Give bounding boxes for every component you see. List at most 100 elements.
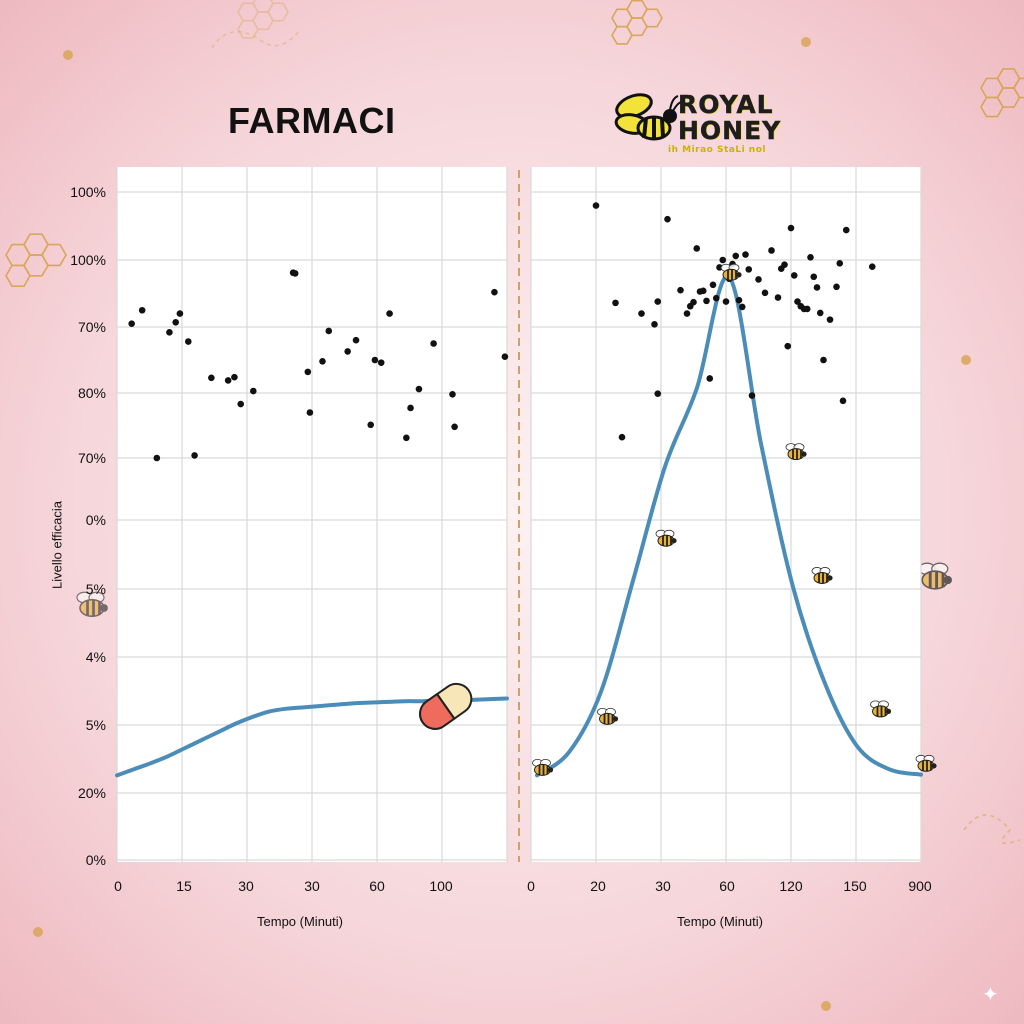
honey-dot [33,927,43,937]
honeycomb-icon [980,68,1024,118]
scatter-point [654,390,662,397]
scatter-point [732,252,740,260]
x-tick-label-left: 0 [114,878,122,894]
scatter-point [403,434,410,442]
scatter-point [836,260,844,267]
scatter-point [699,287,707,295]
y-tick-label: 70% [78,319,106,335]
scatter-point [304,368,312,376]
scatter-point [386,310,393,317]
honeycomb-icon [5,233,67,287]
x-tick-label-left: 100 [429,878,453,894]
scatter-point [833,283,840,291]
scatter-point [172,319,180,326]
scatter-point [654,298,662,305]
scatter-point [184,338,192,345]
scatter-point [153,454,161,462]
scatter-point [491,288,498,296]
y-tick-label: 0% [86,512,106,528]
scatter-point [794,298,801,305]
scatter-point [826,316,834,323]
scatter-point [774,294,782,301]
y-tick-label: 70% [78,450,106,466]
x-tick-label-right: 20 [590,878,606,894]
logo-tagline: ih Mirao StaLi nol [668,145,766,155]
x-tick-label-right: 0 [527,878,535,894]
scatter-point [306,409,314,416]
bee-icon [917,561,954,591]
scatter-point [371,356,379,364]
scatter-point [690,298,697,306]
x-axis-label-right: Tempo (Minuti) [677,914,763,929]
scatter-point [407,404,414,412]
scatter-point [166,328,173,336]
scatter-point [784,342,792,350]
scatter-point [291,270,299,277]
scatter-point [683,310,691,317]
scatter-point [722,298,730,305]
scatter-point [638,310,645,317]
scatter-point [761,289,769,297]
scatter-point [612,299,619,307]
sparkle-icon: ✦ [982,984,999,1006]
y-tick-label: 0% [86,852,106,868]
x-tick-label-right: 150 [843,878,867,894]
bee-icon [915,754,938,773]
scatter-point [703,297,710,305]
x-tick-label-left: 30 [304,878,320,894]
royal-honey-logo: ROYAL HONEY ih Mirao StaLi nol [612,88,812,158]
scatter-point [367,421,375,429]
logo-word-honey: HONEY [678,116,782,145]
y-axis-label: Livello efficacia [49,501,65,589]
scatter-point [592,202,600,209]
scatter-point [742,251,749,258]
scatter-point [706,375,714,382]
scatter-point [738,303,746,311]
scatter-point [790,272,798,279]
honey-dot [801,37,811,47]
scatter-point [449,391,456,398]
scatter-point [128,320,135,327]
scatter-point [712,294,720,302]
x-tick-label-right: 900 [908,878,932,894]
scatter-point [319,358,326,365]
scatter-point [191,452,198,459]
logo-bee-icon [614,93,682,141]
scatter-point [745,266,753,273]
scatter-point [735,296,743,304]
scatter-point [224,377,232,384]
scatter-point [651,321,658,328]
scatter-point [377,359,385,366]
x-tick-label-left: 30 [238,878,254,894]
scatter-point [755,276,762,283]
scatter-point [807,253,814,261]
scatter-point [693,245,701,252]
x-tick-label-right: 120 [779,878,803,894]
flight-trail [963,814,1021,845]
scatter-point [138,306,146,314]
y-tick-label: 5% [86,581,106,597]
y-tick-label: 20% [78,785,106,801]
scatter-point [816,309,824,317]
scatter-point [842,226,850,234]
scatter-point [709,281,717,289]
scatter-point [768,247,775,254]
y-tick-label: 80% [78,385,106,401]
scatter-point [664,215,671,223]
y-tick-label: 4% [86,649,106,665]
scatter-point [231,373,238,381]
scatter-point [237,400,245,408]
x-tick-label-left: 60 [369,878,385,894]
scatter-point [325,327,333,335]
x-tick-label-left: 15 [176,878,192,894]
honey-dot [821,1001,831,1011]
scatter-point [748,392,756,399]
honey-dot [961,355,971,365]
y-tick-label: 100% [70,184,106,200]
x-tick-label-right: 30 [655,878,671,894]
scatter-point [249,387,257,395]
logo-word-royal: ROYAL [678,90,774,119]
x-axis-label-left: Tempo (Minuti) [257,914,343,929]
scatter-point [208,374,215,382]
